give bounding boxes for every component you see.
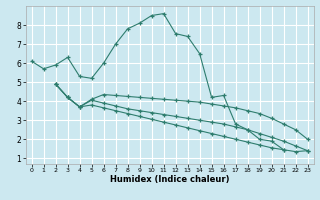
X-axis label: Humidex (Indice chaleur): Humidex (Indice chaleur) bbox=[110, 175, 229, 184]
